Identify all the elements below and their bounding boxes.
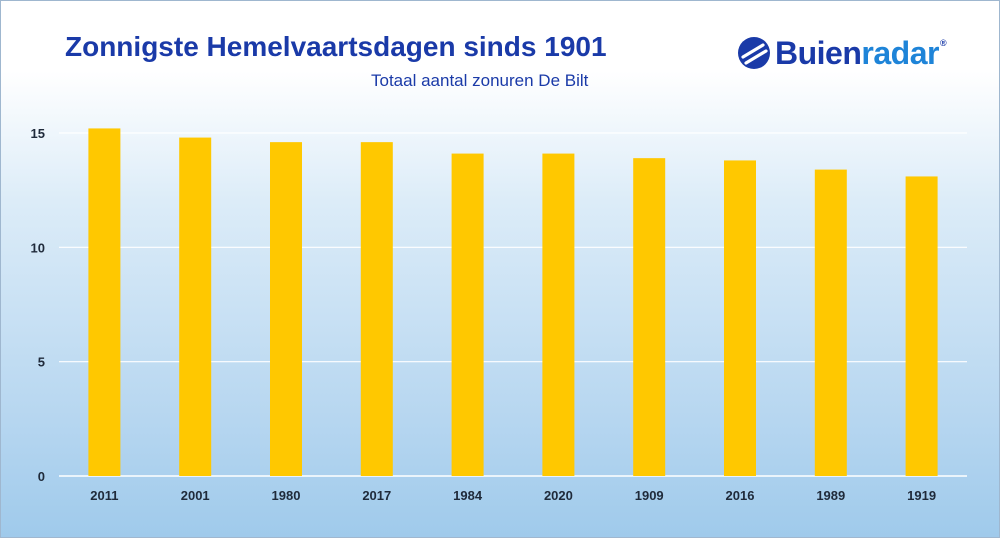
bar-1919 — [905, 176, 938, 477]
x-tick-label-1980: 1980 — [272, 488, 301, 503]
y-axis-ticks: 0 5 10 15 — [31, 126, 45, 484]
logo-registered-mark: ® — [939, 38, 947, 48]
x-tick-label-1989: 1989 — [816, 488, 845, 503]
bar-1989 — [814, 169, 847, 476]
y-tick-label: 0 — [38, 469, 45, 484]
x-tick-label-1909: 1909 — [635, 488, 664, 503]
bar-1984 — [451, 153, 484, 476]
bar-1980 — [270, 142, 302, 476]
x-tick-label-2001: 2001 — [181, 488, 210, 503]
bar-2017 — [360, 142, 393, 476]
x-tick-label-2016: 2016 — [726, 488, 755, 503]
buienradar-logo-icon — [738, 37, 770, 69]
y-tick-label: 5 — [38, 355, 45, 370]
chart-subtitle: Totaal aantal zonuren De Bilt — [371, 71, 589, 90]
buienradar-logo: Buienradar® — [737, 33, 947, 73]
bar-2020 — [542, 153, 575, 476]
bar-layer — [88, 128, 938, 477]
y-tick-label: 15 — [31, 126, 45, 141]
bar-1909 — [633, 158, 666, 477]
logo-text-buien: Buien — [775, 35, 862, 71]
x-tick-label-1919: 1919 — [907, 488, 936, 503]
x-axis-ticks: 2011 2001 1980 2017 1984 2020 1909 2016 1989 1919 — [90, 488, 936, 503]
x-tick-label-2017: 2017 — [362, 488, 391, 503]
logo-text-radar: radar — [861, 35, 939, 71]
x-tick-label-2011: 2011 — [90, 488, 118, 503]
bar-2016 — [724, 160, 756, 476]
y-tick-label: 10 — [31, 240, 45, 255]
logo-wordmark: Buienradar® — [775, 35, 947, 71]
bar-2001 — [179, 137, 212, 476]
x-tick-label-1984: 1984 — [453, 488, 483, 503]
x-tick-label-2020: 2020 — [544, 488, 573, 503]
bar-2011 — [88, 128, 121, 476]
chart-title: Zonnigste Hemelvaartsdagen sinds 1901 — [65, 31, 607, 62]
